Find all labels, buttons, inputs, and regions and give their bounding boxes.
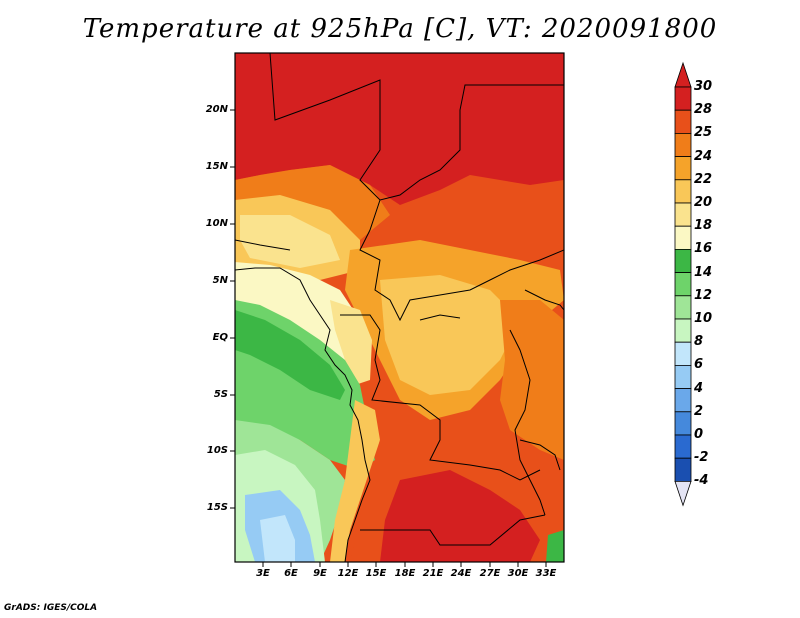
field-10b-ocean bbox=[260, 515, 295, 562]
colorbar-segment bbox=[674, 411, 692, 436]
colorbar-segment bbox=[674, 272, 692, 297]
border-drc bbox=[340, 314, 541, 481]
colorbar-label: 12 bbox=[694, 287, 713, 303]
lake-1 bbox=[419, 314, 461, 321]
y-label-5s: 5S bbox=[213, 389, 228, 400]
colorbar-label: 8 bbox=[694, 334, 704, 350]
x-label-27e: 27E bbox=[479, 568, 501, 579]
field-22-central bbox=[380, 275, 520, 395]
colorbar-segment bbox=[674, 86, 692, 111]
colorbar-segment bbox=[674, 295, 692, 320]
colorbar bbox=[674, 61, 692, 507]
colorbar-segment bbox=[674, 225, 692, 250]
border-tanzania bbox=[519, 439, 561, 471]
rift-lakes bbox=[509, 329, 546, 516]
x-ticks bbox=[262, 562, 547, 567]
colorbar-segment bbox=[674, 318, 692, 343]
y-label-15n: 15N bbox=[205, 161, 228, 172]
colorbar-label: -2 bbox=[694, 450, 709, 466]
colorbar-segment bbox=[674, 388, 692, 413]
colorbar-label: 25 bbox=[694, 125, 713, 141]
field-20-west bbox=[240, 215, 340, 268]
x-label-33e: 33E bbox=[535, 568, 557, 579]
chart-title: Temperature at 925hPa [C], VT: 202009180… bbox=[82, 14, 718, 44]
border-west-africa bbox=[235, 239, 291, 251]
colorbar-segment bbox=[674, 132, 692, 157]
coastline bbox=[235, 267, 371, 562]
border-sahel bbox=[269, 53, 564, 201]
colorbar-label: 20 bbox=[694, 195, 713, 210]
colorbar-segment bbox=[674, 109, 692, 134]
border-sudan bbox=[524, 289, 564, 311]
y-label-5n: 5N bbox=[212, 275, 228, 286]
colorbar-segment bbox=[674, 341, 692, 366]
colorbar-label: 22 bbox=[694, 171, 713, 187]
x-label-3e: 3E bbox=[256, 568, 270, 579]
colorbar-label: 16 bbox=[694, 241, 713, 257]
colorbar-label: 4 bbox=[694, 380, 704, 396]
temperature-field bbox=[235, 53, 564, 562]
colorbar-label: 28 bbox=[694, 102, 713, 118]
x-label-6e: 6E bbox=[284, 568, 298, 579]
colorbar-label: 24 bbox=[694, 148, 713, 164]
colorbar-label: 18 bbox=[694, 218, 713, 234]
x-label-18e: 18E bbox=[394, 568, 416, 579]
colorbar-label: 0 bbox=[694, 427, 704, 442]
colorbar-label: 14 bbox=[694, 264, 713, 280]
colorbar-label: 30 bbox=[694, 79, 713, 94]
field-angola-coast bbox=[330, 400, 380, 562]
colorbar-segment bbox=[674, 364, 692, 389]
y-label-10n: 10N bbox=[205, 218, 228, 229]
colorbar-segment bbox=[674, 248, 692, 273]
x-label-9e: 9E bbox=[313, 568, 327, 579]
colorbar-segment bbox=[674, 434, 692, 459]
border-central-north bbox=[359, 199, 564, 322]
field-east bbox=[500, 300, 564, 460]
y-label-15s: 15S bbox=[206, 502, 228, 513]
map-frame bbox=[234, 52, 565, 563]
field-18-coast bbox=[235, 262, 370, 380]
colorbar-label: -4 bbox=[694, 473, 709, 489]
field-se-green bbox=[546, 530, 564, 562]
borders bbox=[235, 53, 564, 562]
colorbar-label: 2 bbox=[694, 403, 704, 419]
colorbar-top-tip bbox=[674, 61, 692, 88]
credit-text: GrADS: IGES/COLA bbox=[4, 603, 98, 613]
field-20-gabon bbox=[330, 300, 372, 385]
colorbar-bottom-tip bbox=[674, 480, 692, 507]
x-label-30e: 30E bbox=[507, 568, 529, 579]
border-south bbox=[360, 514, 546, 546]
x-label-15e: 15E bbox=[365, 568, 387, 579]
y-label-10s: 10S bbox=[206, 445, 228, 456]
colorbar-label: 10 bbox=[694, 311, 713, 326]
field-hot-north bbox=[235, 53, 564, 205]
y-ticks bbox=[230, 109, 235, 509]
field-vhot-south bbox=[380, 470, 540, 562]
x-label-24e: 24E bbox=[450, 568, 472, 579]
colorbar-segment bbox=[674, 202, 692, 227]
colorbar-label: 6 bbox=[694, 357, 704, 373]
y-label-eq: EQ bbox=[212, 332, 228, 343]
x-label-21e: 21E bbox=[422, 568, 444, 579]
colorbar-segment bbox=[674, 457, 692, 482]
colorbar-segment bbox=[674, 156, 692, 181]
y-label-20n: 20N bbox=[205, 104, 228, 115]
x-label-12e: 12E bbox=[337, 568, 359, 579]
colorbar-segment bbox=[674, 179, 692, 204]
field-16-ocean bbox=[235, 310, 345, 400]
